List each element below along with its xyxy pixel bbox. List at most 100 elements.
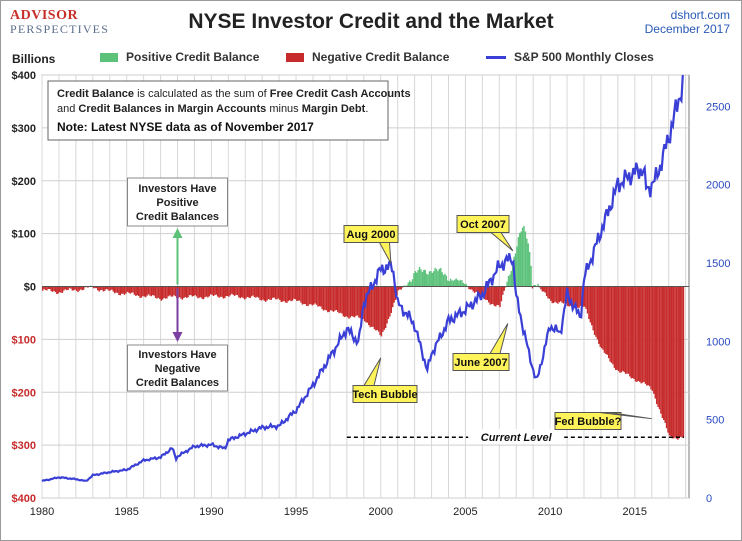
credit-bar [150, 286, 153, 297]
current-level-label: Current Level [481, 432, 553, 444]
credit-bar [475, 286, 477, 292]
credit-bar [344, 286, 346, 318]
credit-bar [231, 286, 233, 294]
credit-bar [616, 286, 618, 370]
credit-bar [329, 286, 332, 311]
credit-bar [602, 286, 604, 350]
credit-bar [524, 231, 527, 287]
callout-tech-bubble-pointer [363, 357, 382, 386]
credit-bar [452, 280, 455, 287]
credit-bar [400, 286, 402, 290]
credit-bar [646, 286, 648, 386]
credit-bar [671, 286, 673, 439]
credit-bar [545, 286, 548, 297]
logo-line2: PERSPECTIVES [10, 22, 110, 36]
credit-bar [380, 286, 383, 337]
credit-bar [163, 286, 165, 298]
credit-bar [537, 283, 539, 287]
legend-negative-swatch [286, 52, 304, 62]
credit-bar [514, 253, 517, 287]
positive-arrow-head [172, 228, 183, 238]
credit-bar [413, 273, 415, 287]
credit-bar [68, 286, 71, 289]
credit-bar [304, 286, 306, 305]
credit-bar [94, 286, 96, 289]
credit-bar [221, 286, 223, 297]
credit-bar [544, 286, 546, 293]
credit-bar [586, 286, 589, 314]
credit-bar [139, 286, 141, 298]
credit-bar [287, 286, 290, 302]
credit-bar [328, 286, 330, 312]
y-left-tick-label: $0 [24, 282, 36, 294]
credit-bar [267, 286, 270, 300]
credit-bar [655, 286, 658, 405]
negative-label-line: Investors Have [138, 349, 216, 361]
credit-bar [225, 286, 227, 297]
credit-bar [442, 274, 445, 287]
credit-bar [523, 225, 525, 287]
credit-bar [593, 286, 596, 335]
credit-bar [183, 286, 185, 299]
note-box [47, 80, 389, 141]
credit-bar [281, 286, 284, 302]
x-tick-label: 2005 [453, 506, 477, 518]
credit-bar [310, 286, 312, 305]
credit-bar [105, 286, 107, 290]
credit-bar [185, 286, 188, 298]
credit-bar [273, 286, 275, 298]
credit-bar [259, 286, 261, 301]
credit-bar [454, 279, 456, 287]
callout-oct-2007-text: Oct 2007 [460, 219, 506, 231]
credit-bar [58, 286, 61, 293]
credit-bar [610, 286, 613, 363]
credit-bar [133, 286, 136, 295]
credit-bar [499, 286, 501, 308]
credit-bar [630, 286, 632, 379]
credit-bar [303, 286, 305, 305]
credit-bar [617, 286, 620, 372]
credit-bar [184, 286, 186, 297]
credit-bar [242, 286, 244, 298]
credit-bar [382, 286, 384, 332]
credit-bar [665, 286, 668, 429]
credit-bar [116, 286, 119, 293]
credit-bar [507, 275, 510, 287]
credit-bar [260, 286, 263, 301]
credit-bar [248, 286, 250, 298]
credit-bar [145, 286, 147, 298]
credit-bar [245, 286, 247, 299]
y-left-tick-label: $200 [12, 176, 36, 188]
credit-bar [109, 286, 112, 291]
credit-bar [159, 286, 161, 300]
credit-bar [418, 266, 421, 287]
credit-bar [193, 286, 195, 296]
credit-bar [576, 286, 579, 308]
credit-bar [167, 286, 170, 297]
x-tick-label: 2010 [538, 506, 562, 518]
credit-bar [479, 286, 481, 296]
credit-bar [647, 286, 649, 386]
credit-bar [579, 286, 582, 306]
credit-bar [548, 286, 551, 299]
credit-bar [263, 286, 266, 301]
credit-bar [291, 286, 294, 301]
credit-bar [432, 271, 435, 287]
credit-bar [338, 286, 340, 314]
credit-bar [462, 282, 465, 287]
credit-bar [349, 286, 352, 318]
legend-sp500: S&P 500 Monthly Closes [486, 50, 654, 64]
credit-bar [678, 286, 680, 439]
credit-bar [348, 286, 350, 319]
credit-bar [591, 286, 593, 326]
credit-bar [126, 286, 129, 292]
credit-bar [521, 227, 524, 287]
credit-bar [286, 286, 288, 304]
credit-bar [297, 286, 299, 301]
callout-oct-2007-box [456, 215, 510, 233]
credit-bar [200, 286, 202, 298]
credit-bar [341, 286, 343, 314]
credit-bar [530, 265, 532, 287]
callout-tech-bubble-box [352, 385, 418, 403]
credit-bar [411, 279, 414, 287]
